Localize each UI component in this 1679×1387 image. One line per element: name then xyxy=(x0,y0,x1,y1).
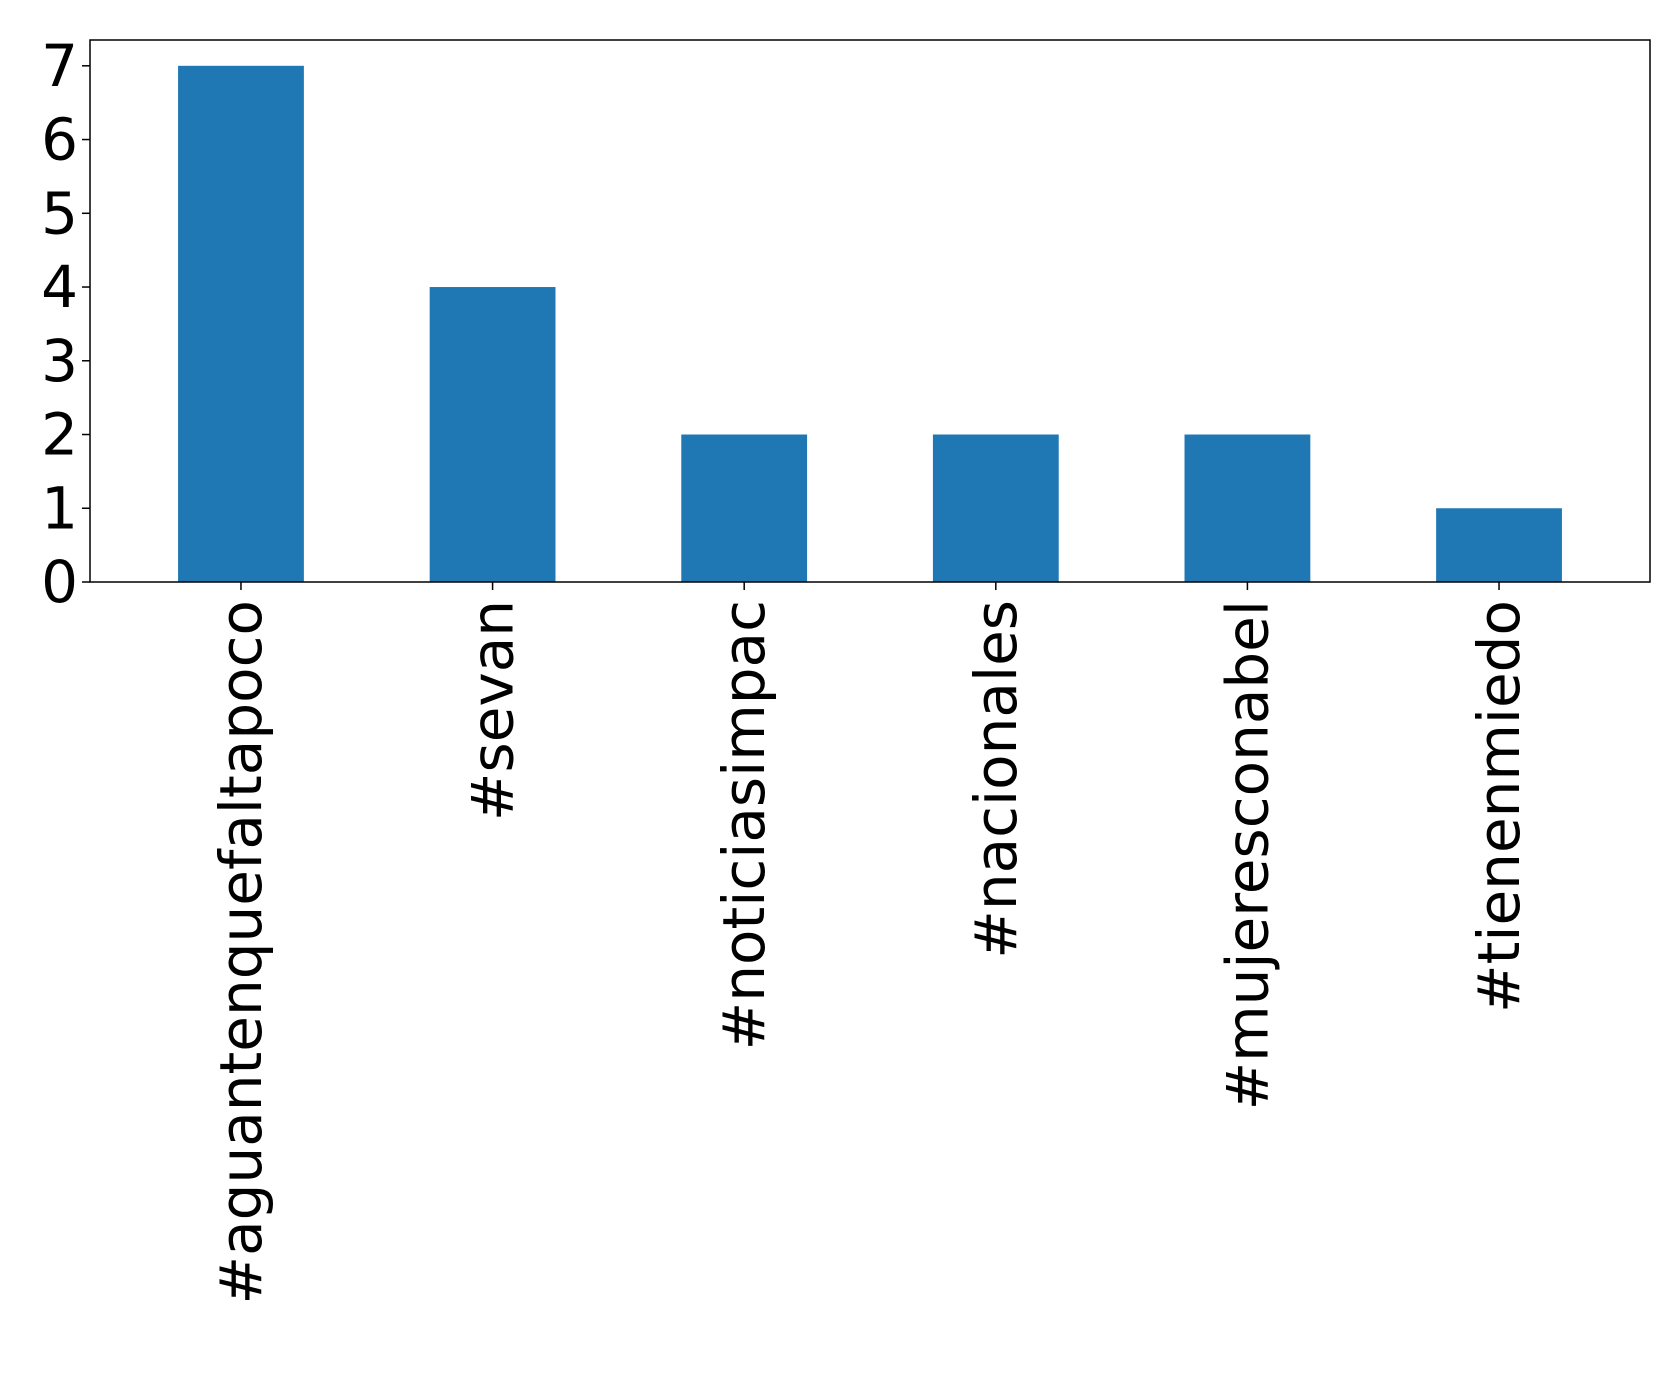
x-axis-ticks: #aguantenquefaltapoco #sevan #noticiasimpa… xyxy=(207,582,1533,1305)
x-tick-label-3: #nacionales xyxy=(962,600,1030,959)
x-tick-label-5: #tienenmiedo xyxy=(1465,600,1533,1013)
y-tick-label-1: 1 xyxy=(41,474,78,542)
bar-1 xyxy=(429,287,556,582)
x-tick-label-0: #aguantenquefaltapoco xyxy=(207,600,275,1305)
bar-2 xyxy=(681,434,808,582)
bar-3 xyxy=(932,434,1059,582)
y-tick-label-0: 0 xyxy=(41,548,78,616)
y-tick-label-4: 4 xyxy=(41,253,78,321)
x-tick-label-2: #noticiasimpac xyxy=(710,600,778,1050)
bars-layer xyxy=(178,65,1562,583)
y-tick-label-3: 3 xyxy=(41,327,78,395)
x-tick-label-4: #mujeresconabel xyxy=(1213,600,1281,1110)
y-tick-label-2: 2 xyxy=(41,401,78,469)
bar-5 xyxy=(1436,508,1562,582)
axes-frame xyxy=(89,39,1651,583)
bar-4 xyxy=(1184,434,1311,582)
y-tick-label-6: 6 xyxy=(41,106,78,174)
bar-0 xyxy=(178,65,304,583)
y-tick-label-7: 7 xyxy=(41,32,78,100)
x-tick-label-1: #sevan xyxy=(459,600,527,821)
y-tick-label-5: 5 xyxy=(41,179,78,247)
